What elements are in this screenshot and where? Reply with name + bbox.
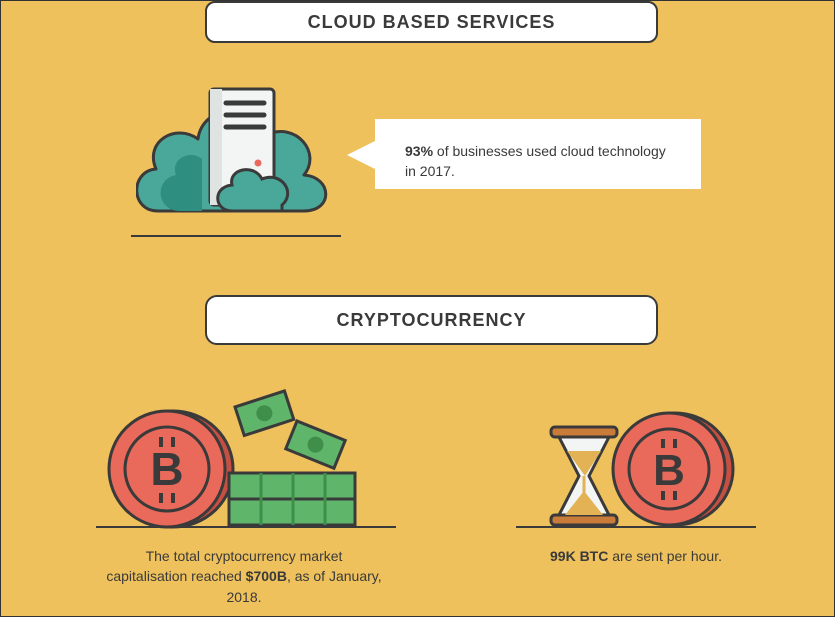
- ground-line: [131, 235, 341, 237]
- speech-tail: [347, 141, 375, 169]
- cloud-stat-speech: 93% of businesses used cloud technology …: [375, 119, 701, 189]
- crypto-perhour-illustration: B: [521, 391, 751, 531]
- cloud-server-illustration: [136, 71, 336, 241]
- svg-text:B: B: [653, 446, 685, 495]
- caption-text: are sent per hour.: [608, 548, 722, 564]
- cloud-stat-bold: 93%: [405, 143, 433, 159]
- crypto-perhour-caption: 99K BTC are sent per hour.: [521, 546, 751, 566]
- section-heading-cloud-label: CLOUD BASED SERVICES: [308, 12, 556, 33]
- ground-line: [516, 526, 756, 528]
- ground-line: [96, 526, 396, 528]
- section-heading-crypto-label: CRYPTOCURRENCY: [336, 310, 526, 331]
- crypto-marketcap-caption: The total cryptocurrency market capitali…: [106, 546, 382, 607]
- caption-bold: 99K BTC: [550, 548, 608, 564]
- caption-bold: $700B: [246, 568, 287, 584]
- section-heading-crypto: CRYPTOCURRENCY: [205, 295, 658, 345]
- cloud-stat-text: of businesses used cloud technology in 2…: [405, 143, 666, 179]
- svg-text:B: B: [150, 443, 183, 495]
- infographic-canvas: CLOUD BASED SERVICES: [0, 0, 835, 617]
- section-heading-cloud: CLOUD BASED SERVICES: [205, 1, 658, 43]
- crypto-marketcap-illustration: B: [101, 381, 381, 531]
